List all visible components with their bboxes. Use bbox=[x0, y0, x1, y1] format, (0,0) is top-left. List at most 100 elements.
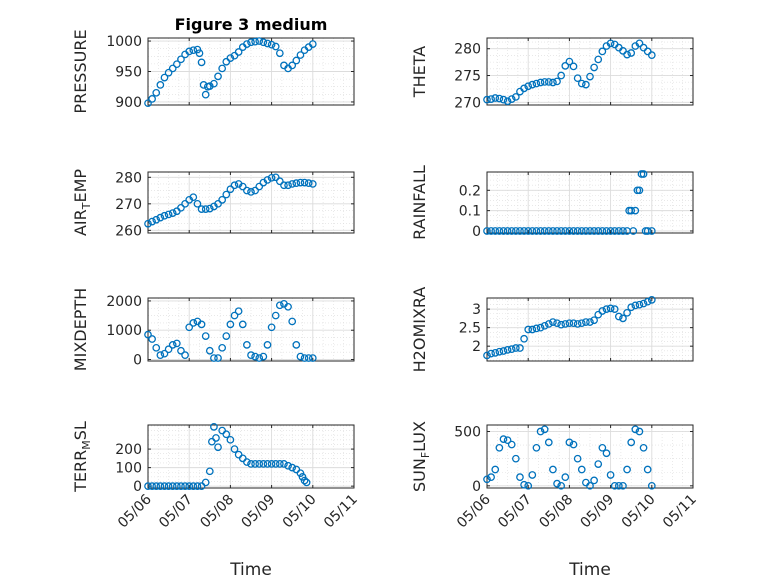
axes-box bbox=[147, 171, 355, 234]
data-point bbox=[201, 332, 210, 340]
data-point bbox=[222, 190, 231, 199]
data-point bbox=[635, 427, 644, 436]
data-point bbox=[234, 48, 243, 56]
data-point bbox=[152, 88, 161, 97]
data-point bbox=[557, 227, 566, 235]
data-point bbox=[483, 475, 491, 484]
data-point bbox=[288, 180, 297, 188]
data-point bbox=[300, 354, 309, 362]
data-point bbox=[602, 227, 611, 235]
y-tick-label: 900 bbox=[115, 95, 142, 111]
data-point bbox=[160, 482, 169, 490]
y-tick-label: 0.2 bbox=[459, 183, 481, 199]
data-point bbox=[226, 54, 235, 62]
data-point bbox=[275, 460, 284, 468]
data-point bbox=[573, 320, 582, 328]
data-point bbox=[619, 314, 627, 323]
data-point bbox=[144, 482, 152, 490]
data-point bbox=[487, 227, 495, 235]
data-point bbox=[639, 443, 648, 452]
data-point bbox=[243, 341, 251, 349]
data-point bbox=[214, 354, 222, 362]
data-point bbox=[528, 325, 537, 334]
data-point bbox=[296, 51, 305, 59]
data-point bbox=[582, 227, 590, 235]
data-point bbox=[212, 434, 220, 442]
data-point bbox=[156, 213, 165, 222]
data-point bbox=[573, 454, 582, 463]
data-point bbox=[577, 227, 586, 235]
data-point bbox=[267, 323, 276, 332]
data-point bbox=[308, 40, 317, 48]
data-point bbox=[594, 460, 603, 468]
data-point bbox=[619, 47, 627, 55]
data-point bbox=[263, 39, 272, 48]
data-point bbox=[491, 465, 500, 474]
data-point bbox=[511, 227, 520, 235]
data-point bbox=[569, 440, 578, 449]
data-point bbox=[160, 349, 169, 358]
data-point bbox=[156, 482, 165, 490]
plot-area bbox=[487, 425, 693, 488]
data-point bbox=[557, 71, 566, 80]
data-point bbox=[516, 227, 524, 235]
data-point bbox=[606, 39, 615, 48]
data-point bbox=[300, 476, 309, 485]
y-tick-label: 270 bbox=[454, 95, 481, 111]
data-point bbox=[148, 217, 156, 226]
data-point bbox=[193, 199, 202, 208]
data-point bbox=[177, 203, 185, 212]
data-point bbox=[259, 38, 268, 47]
data-point bbox=[569, 319, 578, 328]
data-point bbox=[565, 438, 574, 447]
data-point bbox=[602, 305, 611, 313]
data-point bbox=[189, 482, 198, 490]
data-point bbox=[251, 37, 259, 46]
data-point bbox=[243, 40, 251, 48]
data-point bbox=[524, 227, 533, 235]
data-point bbox=[528, 227, 537, 235]
data-point bbox=[561, 62, 570, 70]
data-point bbox=[255, 460, 264, 468]
data-point bbox=[586, 318, 594, 326]
data-point bbox=[553, 319, 561, 328]
data-point bbox=[292, 56, 301, 65]
data-point bbox=[507, 227, 516, 235]
data-point bbox=[647, 227, 656, 235]
y-axis-label: H2OMIXRA bbox=[410, 287, 429, 373]
data-point bbox=[292, 179, 301, 187]
data-point bbox=[491, 227, 500, 235]
data-point bbox=[201, 478, 210, 487]
data-point bbox=[536, 427, 545, 436]
data-point bbox=[511, 344, 520, 352]
data-point bbox=[168, 482, 177, 490]
y-axis-label: MIXDEPTH bbox=[71, 288, 90, 371]
data-point bbox=[643, 47, 652, 56]
y-axis-label: SUNFLUX bbox=[410, 421, 432, 492]
data-point bbox=[230, 311, 239, 320]
data-point bbox=[296, 178, 305, 187]
data-point bbox=[590, 316, 598, 325]
data-point bbox=[267, 460, 276, 468]
data-point bbox=[226, 185, 235, 194]
data-point bbox=[177, 346, 185, 355]
data-point bbox=[586, 72, 594, 81]
data-point bbox=[205, 204, 214, 213]
y-tick-label: 3 bbox=[472, 302, 481, 318]
data-point bbox=[201, 90, 210, 99]
data-point bbox=[516, 344, 524, 352]
data-point bbox=[247, 460, 255, 468]
data-point bbox=[181, 351, 189, 359]
subplot-row3-left: 0 1000 2000 MIXDEPTH bbox=[71, 288, 355, 371]
data-point bbox=[631, 206, 640, 215]
data-point bbox=[553, 77, 561, 86]
data-point bbox=[214, 199, 222, 208]
data-point bbox=[614, 312, 623, 321]
data-point bbox=[569, 227, 578, 235]
data-point bbox=[643, 465, 652, 474]
data-point bbox=[619, 481, 627, 490]
data-point bbox=[520, 334, 528, 343]
data-point bbox=[495, 347, 504, 356]
data-point bbox=[536, 78, 545, 87]
axes-box bbox=[486, 297, 694, 362]
